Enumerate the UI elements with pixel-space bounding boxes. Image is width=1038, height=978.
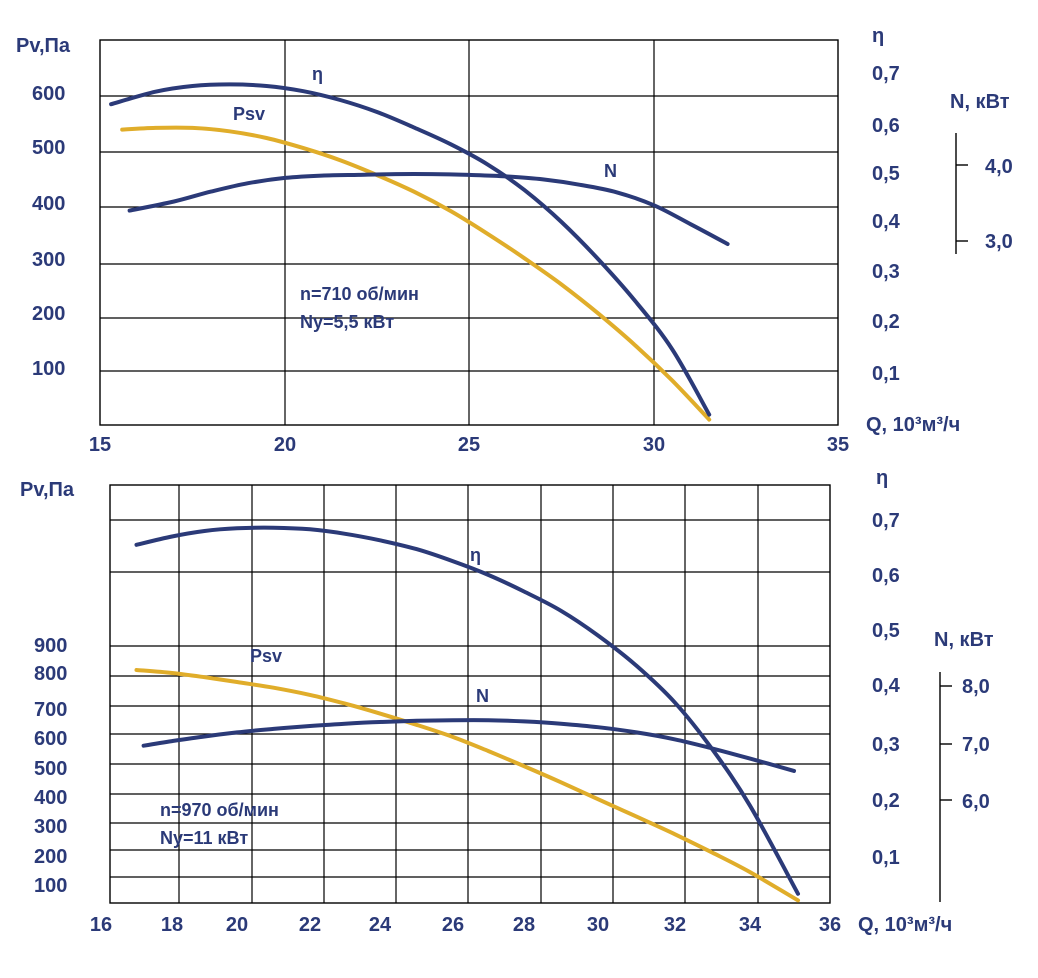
y-tick-label: 600: [34, 728, 67, 750]
eta-axis-title: η: [876, 467, 888, 489]
x-tick-label: 26: [442, 914, 464, 936]
eta-tick-label: 0,2: [872, 311, 900, 333]
x-tick-label: 25: [458, 434, 480, 456]
y-tick-label: 700: [34, 699, 67, 721]
x-tick-label: 24: [369, 914, 392, 936]
x-tick-label: 15: [89, 434, 111, 456]
x-tick-label: 18: [161, 914, 183, 936]
y-tick-label: 400: [34, 787, 67, 809]
x-tick-label: 16: [90, 914, 112, 936]
eta-tick-label: 0,4: [872, 211, 901, 233]
curves: [134, 525, 800, 903]
series-line-n: [127, 172, 730, 246]
y-tick-label: 900: [34, 635, 67, 657]
power-tick-label: 4,0: [985, 156, 1013, 178]
y-tick-label: 100: [34, 875, 67, 897]
x-tick-label: 22: [299, 914, 321, 936]
y-tick-label: 300: [34, 816, 67, 838]
chart-710-rpm: Pv,Па 100 200 300 400 500 600 15 20 25 3…: [16, 25, 1013, 456]
y-tick-label: 200: [34, 846, 67, 868]
x-tick-label: 30: [643, 434, 665, 456]
x-tick-label: 20: [226, 914, 248, 936]
eta-tick-label: 0,7: [872, 510, 900, 532]
series-label-eta: η: [470, 545, 481, 565]
power-axis-title: N, кВт: [950, 91, 1010, 113]
y-axis-title: Pv,Па: [16, 35, 71, 57]
x-tick-label: 35: [827, 434, 849, 456]
speed-annotation: n=710 об/мин: [300, 284, 419, 304]
eta-tick-label: 0,5: [872, 620, 900, 642]
series-line-psv: [120, 125, 712, 422]
y-tick-label: 600: [32, 83, 65, 105]
eta-tick-label: 0,5: [872, 163, 900, 185]
eta-tick-label: 0,1: [872, 363, 900, 385]
series-label-n: N: [476, 686, 489, 706]
power-annotation: Ny=5,5 кВт: [300, 312, 394, 332]
x-tick-label: 32: [664, 914, 686, 936]
x-tick-label: 30: [587, 914, 609, 936]
power-tick-label: 8,0: [962, 676, 990, 698]
series-label-n: N: [604, 161, 617, 181]
y-tick-label: 200: [32, 303, 65, 325]
x-axis-title: Q, 10³м³/ч: [866, 414, 960, 436]
eta-tick-label: 0,6: [872, 565, 900, 587]
x-axis-title: Q, 10³м³/ч: [858, 914, 952, 936]
series-label-psv: Psv: [250, 646, 282, 666]
series-line-eta: [109, 82, 712, 417]
power-annotation: Ny=11 кВт: [160, 828, 248, 848]
eta-axis-title: η: [872, 25, 884, 47]
x-axis-title-text: Q, 10³м³/ч: [858, 914, 952, 936]
power-tick-label: 3,0: [985, 231, 1013, 253]
power-axis-title: N, кВт: [934, 629, 994, 651]
eta-tick-label: 0,4: [872, 675, 901, 697]
eta-tick-label: 0,6: [872, 115, 900, 137]
series-line-eta: [134, 525, 800, 896]
x-tick-label: 34: [739, 914, 762, 936]
power-tick-label: 6,0: [962, 791, 990, 813]
x-tick-label: 28: [513, 914, 535, 936]
x-tick-label: 36: [819, 914, 841, 936]
eta-tick-label: 0,3: [872, 261, 900, 283]
y-tick-label: 500: [32, 137, 65, 159]
curves: [109, 82, 730, 422]
y-tick-label: 500: [34, 758, 67, 780]
plot-area: [109, 484, 831, 904]
series-label-psv: Psv: [233, 104, 265, 124]
series-line-n: [141, 718, 796, 773]
grid-lines: [100, 40, 838, 425]
y-tick-label: 800: [34, 663, 67, 685]
y-tick-label: 100: [32, 358, 65, 380]
series-line-psv: [134, 668, 800, 903]
x-axis-title-text: Q, 10³м³/ч: [866, 414, 960, 436]
y-axis-title: Pv,Па: [20, 479, 75, 501]
speed-annotation: n=970 об/мин: [160, 800, 279, 820]
power-tick-label: 7,0: [962, 734, 990, 756]
eta-tick-label: 0,7: [872, 63, 900, 85]
y-tick-label: 400: [32, 193, 65, 215]
eta-tick-label: 0,3: [872, 734, 900, 756]
eta-tick-label: 0,2: [872, 790, 900, 812]
eta-tick-label: 0,1: [872, 847, 900, 869]
chart-970-rpm: Pv,Па 100 200 300 400 500 600 700 800 90…: [20, 467, 994, 936]
x-tick-label: 20: [274, 434, 296, 456]
series-label-eta: η: [312, 64, 323, 84]
y-tick-label: 300: [32, 249, 65, 271]
